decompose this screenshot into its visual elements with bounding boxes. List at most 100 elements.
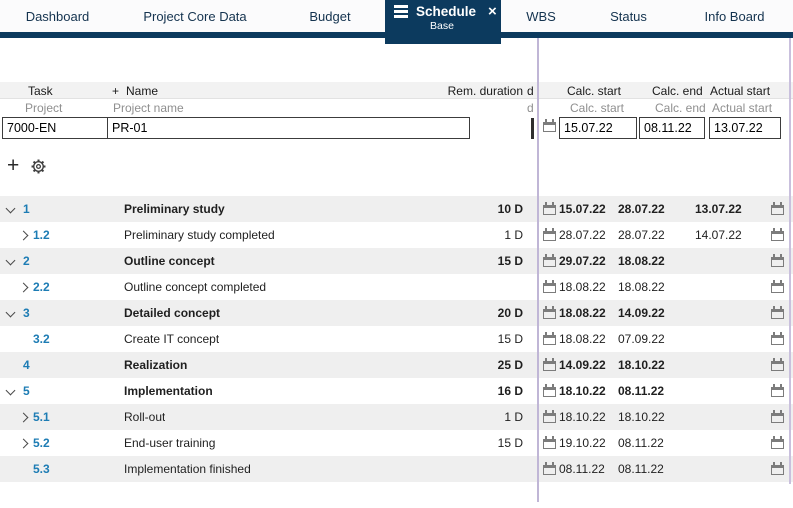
task-id-link[interactable]: 3.2 xyxy=(33,332,50,346)
col-header-task[interactable]: Task xyxy=(28,84,53,98)
calendar-icon[interactable] xyxy=(543,306,556,319)
task-id-link[interactable]: 5.2 xyxy=(33,436,50,450)
chevron-right-icon[interactable] xyxy=(18,230,29,241)
tab-info-board[interactable]: Info Board xyxy=(676,0,793,32)
calendar-icon[interactable] xyxy=(771,228,784,241)
task-id-link[interactable]: 5.1 xyxy=(33,410,50,424)
tab-schedule-active[interactable]: Schedule × Base xyxy=(385,0,501,44)
task-id-link[interactable]: 4 xyxy=(23,358,30,372)
calendar-icon[interactable] xyxy=(771,332,784,345)
gear-icon[interactable] xyxy=(30,158,47,180)
task-rem-duration: 1 D xyxy=(504,228,523,242)
task-calc-end: 18.08.22 xyxy=(618,254,665,268)
chevron-down-icon[interactable] xyxy=(5,307,16,318)
calendar-icon[interactable] xyxy=(771,462,784,475)
col-header-name[interactable]: Name xyxy=(126,84,159,98)
col-header-calc-start[interactable]: Calc. start xyxy=(567,84,622,98)
chevron-right-icon[interactable] xyxy=(18,282,29,293)
task-row-list: 1 Preliminary study 10 D 15.07.22 28.07.22 13… xyxy=(0,196,793,482)
calendar-icon[interactable] xyxy=(771,280,784,293)
task-rem-duration: 16 D xyxy=(497,384,523,398)
calendar-icon[interactable] xyxy=(771,384,784,397)
task-id-link[interactable]: 1 xyxy=(23,202,30,216)
tab-dashboard[interactable]: Dashboard xyxy=(0,0,115,32)
calendar-icon[interactable] xyxy=(543,202,556,215)
task-rem-duration: 25 D xyxy=(497,358,523,372)
calendar-icon[interactable] xyxy=(771,202,784,215)
table-toolbar: + xyxy=(0,154,200,182)
chevron-down-icon[interactable] xyxy=(5,203,16,214)
task-row[interactable]: 1 Preliminary study 10 D 15.07.22 28.07.22 13… xyxy=(0,196,793,222)
close-icon[interactable]: × xyxy=(488,2,497,20)
task-id-link[interactable]: 1.2 xyxy=(33,228,50,242)
calendar-icon[interactable] xyxy=(543,228,556,241)
schedule-table: Task + Name Rem. duration d Calc. start … xyxy=(0,38,793,508)
calendar-icon[interactable] xyxy=(543,384,556,397)
task-id-link[interactable]: 2 xyxy=(23,254,30,268)
task-calc-start: 18.08.22 xyxy=(559,306,606,320)
pane-splitter[interactable] xyxy=(537,38,539,502)
task-row[interactable]: 5 Implementation 16 D 18.10.22 08.11.22 xyxy=(0,378,793,404)
calendar-icon[interactable] xyxy=(543,332,556,345)
task-row[interactable]: 1.2 Preliminary study completed 1 D 28.07.2… xyxy=(0,222,793,248)
task-calc-start: 18.08.22 xyxy=(559,280,606,294)
task-id-link[interactable]: 2.2 xyxy=(33,280,50,294)
calendar-icon[interactable] xyxy=(543,119,556,132)
name-filter-input[interactable] xyxy=(107,117,470,139)
tab-wbs[interactable]: WBS xyxy=(501,0,581,32)
col-header-actual-start[interactable]: Actual start xyxy=(710,84,771,98)
task-calc-start: 15.07.22 xyxy=(559,202,606,216)
calendar-icon[interactable] xyxy=(543,358,556,371)
calendar-icon[interactable] xyxy=(543,280,556,293)
task-name: Implementation finished xyxy=(124,462,251,476)
task-rem-duration: 15 D xyxy=(497,332,523,346)
calendar-icon[interactable] xyxy=(771,254,784,267)
col-header-rem-duration[interactable]: Rem. duration xyxy=(447,84,523,98)
chevron-down-icon[interactable] xyxy=(5,385,16,396)
task-id-link[interactable]: 5 xyxy=(23,384,30,398)
calc-end-filter-input[interactable] xyxy=(639,117,705,139)
calendar-icon[interactable] xyxy=(771,410,784,423)
task-calc-start: 18.08.22 xyxy=(559,332,606,346)
calendar-icon[interactable] xyxy=(543,254,556,267)
task-filter-input[interactable] xyxy=(2,117,108,139)
calendar-icon[interactable] xyxy=(771,358,784,371)
task-id-link[interactable]: 3 xyxy=(23,306,30,320)
chevron-right-icon[interactable] xyxy=(18,412,29,423)
chevron-right-icon[interactable] xyxy=(18,438,29,449)
task-calc-start: 18.10.22 xyxy=(559,410,606,424)
tab-status[interactable]: Status xyxy=(581,0,676,32)
task-name: Implementation xyxy=(124,384,213,398)
task-name: Outline concept completed xyxy=(124,280,267,294)
task-row[interactable]: 2 Outline concept 15 D 29.07.22 18.08.22 xyxy=(0,248,793,274)
calc-start-filter-input[interactable] xyxy=(559,117,637,139)
col-header-calc-end[interactable]: Calc. end xyxy=(652,84,703,98)
tab-project-core-data[interactable]: Project Core Data xyxy=(115,0,275,32)
calendar-icon[interactable] xyxy=(543,462,556,475)
calendar-icon[interactable] xyxy=(771,436,784,449)
task-id-link[interactable]: 5.3 xyxy=(33,462,50,476)
task-calc-end: 08.11.22 xyxy=(618,436,664,450)
task-row[interactable]: 2.2 Outline concept completed 18.08.22 18.0… xyxy=(0,274,793,300)
tab-label: Budget xyxy=(309,8,351,24)
calendar-icon[interactable] xyxy=(771,306,784,319)
task-rem-duration: 10 D xyxy=(497,202,523,216)
tab-budget[interactable]: Budget xyxy=(275,0,385,32)
calendar-icon[interactable] xyxy=(543,436,556,449)
task-row[interactable]: 5.2 End-user training 15 D 19.10.22 08.11.22 xyxy=(0,430,793,456)
task-rem-duration: 15 D xyxy=(497,254,523,268)
task-calc-start: 08.11.22 xyxy=(559,462,605,476)
hamburger-menu-icon[interactable] xyxy=(394,5,408,18)
task-row[interactable]: 5.3 Implementation finished 08.11.22 08.11.… xyxy=(0,456,793,482)
task-row[interactable]: 3 Detailed concept 20 D 18.08.22 14.09.22 xyxy=(0,300,793,326)
add-task-button[interactable]: + xyxy=(7,154,20,177)
task-row[interactable]: 5.1 Roll-out 1 D 18.10.22 18.10.22 xyxy=(0,404,793,430)
task-row[interactable]: 4 Realization 25 D 14.09.22 18.10.22 xyxy=(0,352,793,378)
add-column-button[interactable]: + xyxy=(112,84,120,98)
actual-start-filter-input[interactable] xyxy=(709,117,781,139)
calendar-icon[interactable] xyxy=(543,410,556,423)
subheader-calc-end: Calc. end xyxy=(655,101,706,115)
tab-label: Info Board xyxy=(704,8,765,24)
task-row[interactable]: 3.2 Create IT concept 15 D 18.08.22 07.09.22 xyxy=(0,326,793,352)
chevron-down-icon[interactable] xyxy=(5,255,16,266)
